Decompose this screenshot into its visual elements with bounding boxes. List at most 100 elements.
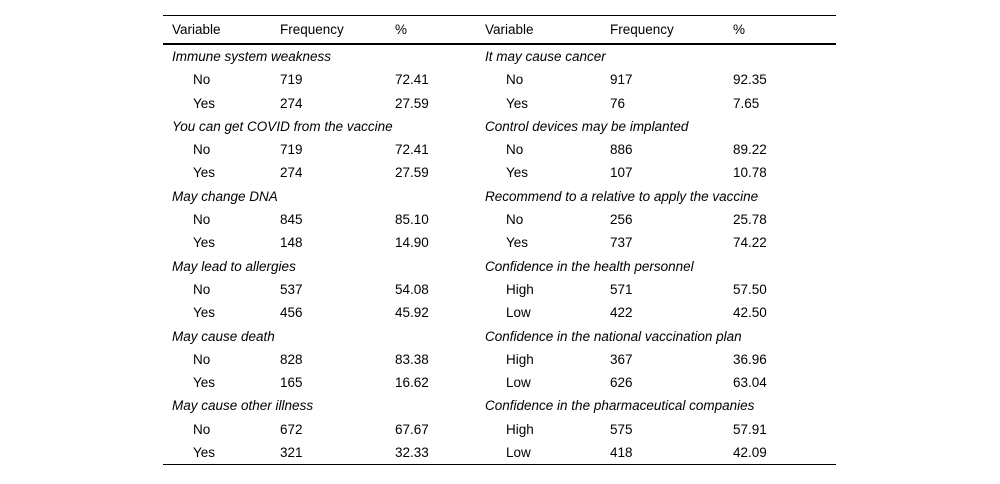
category-cell: Low [506,305,531,321]
table-row: No 719 72.41 No 917 92.35 [163,68,836,91]
table-row: Yes 456 45.92 Low 422 42.50 [163,301,836,324]
category-cell: No [193,212,211,228]
section-title-left: You can get COVID from the vaccine [172,118,393,134]
percent-cell: 36.96 [733,351,767,367]
category-cell: Yes [193,375,216,391]
category-cell: No [506,142,524,158]
category-cell: High [506,281,534,297]
category-cell: Yes [193,445,216,461]
category-cell: No [193,421,211,437]
frequency-cell: 845 [280,212,303,228]
percent-cell: 14.90 [395,235,429,251]
frequency-cell: 719 [280,72,303,88]
frequency-cell: 256 [610,212,633,228]
frequency-cell: 886 [610,142,633,158]
section-title-row: May cause other illness Confidence in the… [163,394,836,417]
table-row: Yes 274 27.59 Yes 107 10.78 [163,161,836,184]
column-header-variable-left: Variable [172,22,221,37]
frequency-cell: 626 [610,375,633,391]
percent-cell: 27.59 [395,165,429,181]
frequency-cell: 737 [610,235,633,251]
section-title-right: Confidence in the national vaccination p… [485,328,742,344]
category-cell: Yes [193,235,216,251]
column-header-percent-right: % [733,22,746,37]
category-cell: Low [506,375,531,391]
percent-cell: 45.92 [395,305,429,321]
category-cell: No [506,212,524,228]
section-title-left: May cause death [172,328,275,344]
category-cell: No [193,72,211,88]
frequency-cell: 672 [280,421,303,437]
category-cell: Low [506,445,531,461]
frequency-cell: 571 [610,281,633,297]
section-title-left: Immune system weakness [172,49,332,64]
frequency-cell: 367 [610,351,633,367]
category-cell: High [506,351,534,367]
frequency-cell: 418 [610,445,633,461]
section-title-right: It may cause cancer [485,49,606,64]
percent-cell: 16.62 [395,375,429,391]
table-header-row: Variable Frequency % Variable Frequency … [163,16,836,45]
category-cell: No [193,351,211,367]
section-title-row: You can get COVID from the vaccine Contro… [163,115,836,138]
frequency-cell: 274 [280,95,303,111]
category-cell: Yes [506,235,529,251]
table-row: No 537 54.08 High 571 57.50 [163,278,836,301]
percent-cell: 10.78 [733,165,767,181]
percent-cell: 83.38 [395,351,429,367]
table-row: No 828 83.38 High 367 36.96 [163,348,836,371]
frequency-cell: 76 [610,95,626,111]
percent-cell: 92.35 [733,72,767,88]
table-row: Yes 148 14.90 Yes 737 74.22 [163,231,836,254]
category-cell: No [193,142,211,158]
frequency-cell: 422 [610,305,633,321]
category-cell: No [193,281,211,297]
frequency-table: Variable Frequency % Variable Frequency … [163,15,836,466]
column-header-frequency-left: Frequency [280,22,344,37]
percent-cell: 42.09 [733,445,767,461]
category-cell: No [506,72,524,88]
percent-cell: 32.33 [395,445,429,461]
percent-cell: 42.50 [733,305,767,321]
category-cell: Yes [193,165,216,181]
section-title-right: Confidence in the pharmaceutical compani… [485,398,755,414]
frequency-cell: 575 [610,421,633,437]
percent-cell: 25.78 [733,212,767,228]
frequency-cell: 828 [280,351,303,367]
frequency-cell: 107 [610,165,633,181]
frequency-cell: 274 [280,165,303,181]
percent-cell: 27.59 [395,95,429,111]
table-row: Yes 165 16.62 Low 626 63.04 [163,371,836,394]
percent-cell: 57.50 [733,281,767,297]
percent-cell: 54.08 [395,281,429,297]
section-title-row: Immune system weakness It may cause cance… [163,45,836,68]
category-cell: High [506,421,534,437]
column-header-variable-right: Variable [485,22,534,37]
frequency-cell: 148 [280,235,303,251]
percent-cell: 57.91 [733,421,767,437]
section-title-right: Confidence in the health personnel [485,258,694,274]
percent-cell: 72.41 [395,142,429,158]
category-cell: Yes [193,95,216,111]
column-header-percent-left: % [395,22,408,37]
category-cell: Yes [506,165,529,181]
frequency-cell: 165 [280,375,303,391]
table-row: No 845 85.10 No 256 25.78 [163,208,836,231]
percent-cell: 7.65 [733,95,760,111]
section-title-row: May lead to allergies Confidence in the h… [163,255,836,278]
section-title-left: May cause other illness [172,398,314,414]
column-header-frequency-right: Frequency [610,22,674,37]
section-title-left: May lead to allergies [172,258,296,274]
section-title-left: May change DNA [172,188,278,204]
percent-cell: 63.04 [733,375,767,391]
frequency-cell: 537 [280,281,303,297]
table-row: No 672 67.67 High 575 57.91 [163,418,836,441]
frequency-cell: 917 [610,72,633,88]
section-title-row: May change DNA Recommend to a relative to… [163,185,836,208]
table-row: Yes 321 32.33 Low 418 42.09 [163,441,836,464]
section-title-row: May cause death Confidence in the nationa… [163,325,836,348]
table-body: Immune system weakness It may cause cance… [163,45,836,464]
section-title-right: Recommend to a relative to apply the vac… [485,188,759,204]
table-row: No 719 72.41 No 886 89.22 [163,138,836,161]
table-row: Yes 274 27.59 Yes 76 7.65 [163,92,836,115]
